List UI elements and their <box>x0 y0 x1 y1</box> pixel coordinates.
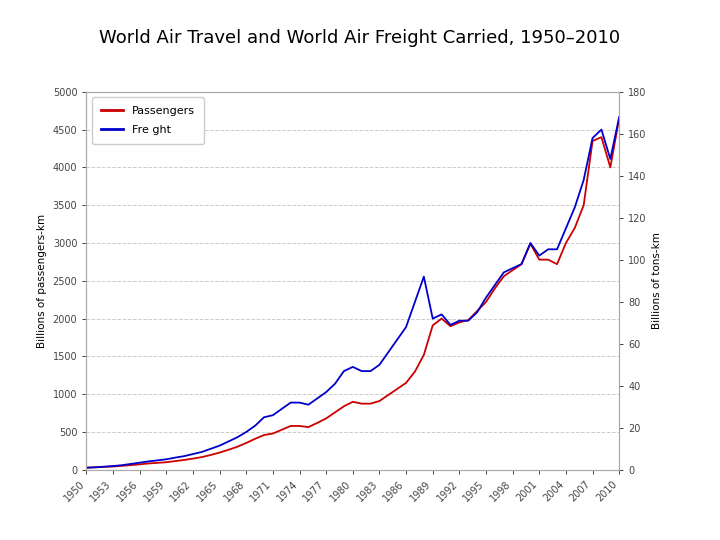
Legend: Passengers, Fre ght: Passengers, Fre ght <box>92 97 204 144</box>
Y-axis label: Billions of tons-km: Billions of tons-km <box>652 232 662 329</box>
Y-axis label: Billions of passengers-km: Billions of passengers-km <box>37 214 47 348</box>
Text: World Air Travel and World Air Freight Carried, 1950–2010: World Air Travel and World Air Freight C… <box>99 29 621 47</box>
